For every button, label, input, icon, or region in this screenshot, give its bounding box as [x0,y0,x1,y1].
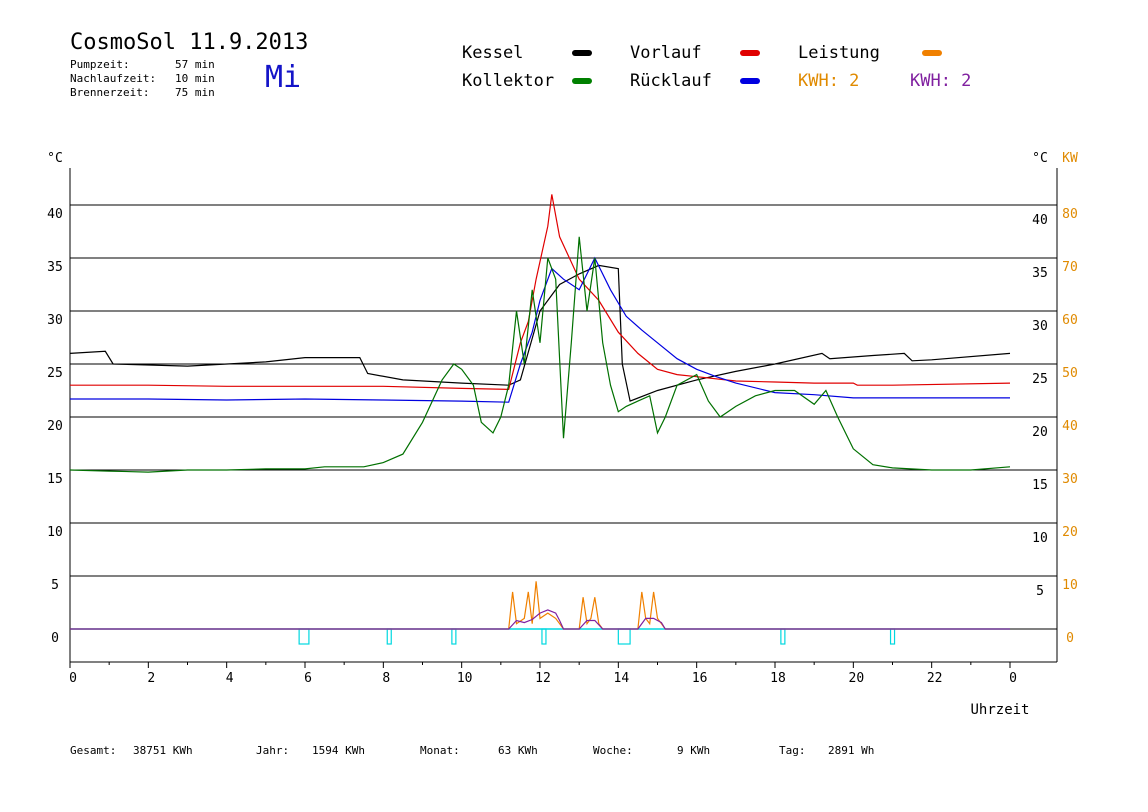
y-tick-label-left: 15 [47,472,63,487]
pump-marker [386,628,392,645]
y-tick-label-left: 40 [47,207,63,222]
pump-marker [889,628,896,645]
y-tick-label-left: 35 [47,260,63,275]
info-label-pumpzeit: Pumpzeit: [70,58,130,71]
y-tick-label-right: 20 [1032,425,1048,440]
y-tick-label-kw: 70 [1062,260,1078,275]
y-tick-label-kw: 20 [1062,525,1078,540]
series-line-3 [69,236,1011,473]
info-value-brennerzeit: 75 min [175,86,215,99]
footer-monat-label: Monat: [420,744,460,757]
y-tick-label-kw: 80 [1062,207,1078,222]
y-tick-label-left: 30 [47,313,63,328]
x-tick-label: 16 [692,671,708,686]
y-tick-label-kw: 30 [1062,472,1078,487]
series-line-2 [70,256,1010,403]
x-tick-label: 6 [304,671,312,686]
series-line-0 [69,264,1011,402]
footer-jahr-label: Jahr: [256,744,290,757]
y-tick-label-right: 10 [1032,531,1048,546]
y-tick-label-kw: 0 [1066,631,1074,646]
info-label-brennerzeit: Brennerzeit: [70,86,150,99]
weekday-label: Mi [265,60,302,95]
legend-vorlauf-swatch [740,50,760,56]
legend-leistung-swatch [922,50,942,56]
x-tick-label: 0 [1009,671,1017,686]
y-tick-label-kw: 60 [1062,313,1078,328]
y-tick-label-right: 40 [1032,213,1048,228]
y-tick-label-kw: 10 [1062,578,1078,593]
y-axis-unit-right: °C [1032,151,1048,166]
y-tick-label-right: 35 [1032,266,1048,281]
y-tick-label-kw: 50 [1062,366,1078,381]
y-axis-unit-left: °C [47,151,63,166]
x-tick-label: 18 [770,671,786,686]
footer-jahr-value: 1594 KWh [312,744,365,757]
footer-gesamt-label: Gesamt: [70,744,117,757]
footer-tag-value: 2891 Wh [828,744,875,757]
x-axis-label: Uhrzeit [970,702,1029,718]
legend-kollektor-label: Kollektor [462,71,555,91]
footer-tag-label: Tag: [779,744,806,757]
x-tick-label: 20 [849,671,865,686]
legend-kessel-swatch [572,50,592,56]
kwh-left-label: KWH: 2 [798,71,860,91]
series-line-4 [70,581,1010,630]
pump-marker [298,628,310,645]
info-value-pumpzeit: 57 min [175,58,215,71]
legend-kollektor-swatch [572,78,592,84]
y-tick-label-right: 5 [1036,584,1044,599]
y-tick-label-right: 30 [1032,319,1048,334]
x-tick-label: 8 [382,671,390,686]
y-tick-label-kw: 40 [1062,419,1078,434]
legend-vorlauf-label: Vorlauf [630,43,702,63]
x-tick-label: 10 [457,671,473,686]
series-line-1 [70,194,1011,391]
pump-marker [541,628,547,645]
kwh-right-label: KWH: 2 [910,71,972,91]
legend-leistung-label: Leistung [798,43,880,63]
footer-monat-value: 63 KWh [498,744,538,757]
info-value-nachlaufzeit: 10 min [175,72,215,85]
x-tick-label: 4 [226,671,234,686]
x-tick-label: 0 [69,671,77,686]
pump-marker [780,628,786,645]
y-axis-unit-kw: KW [1062,151,1078,166]
pump-marker [451,628,457,645]
x-tick-label: 2 [147,671,155,686]
y-tick-label-left: 10 [47,525,63,540]
footer-gesamt-value: 38751 KWh [133,744,193,757]
y-tick-label-right: 25 [1032,372,1048,387]
legend-ruecklauf-label: Rücklauf [630,71,712,91]
x-tick-label: 12 [535,671,551,686]
page-title: CosmoSol 11.9.2013 [70,30,309,55]
footer-woche-value: 9 KWh [677,744,711,757]
x-tick-label: 14 [614,671,630,686]
pump-marker [617,628,631,645]
y-tick-label-left: 20 [47,419,63,434]
y-tick-label-left: 0 [51,631,59,646]
info-label-nachlaufzeit: Nachlaufzeit: [70,72,157,85]
x-tick-label: 22 [927,671,943,686]
legend-kessel-label: Kessel [462,43,524,63]
y-tick-label-left: 5 [51,578,59,593]
series-line-5 [70,609,1010,630]
footer-woche-label: Woche: [593,744,633,757]
legend-ruecklauf-swatch [740,78,760,84]
y-tick-label-left: 25 [47,366,63,381]
y-tick-label-right: 15 [1032,478,1048,493]
